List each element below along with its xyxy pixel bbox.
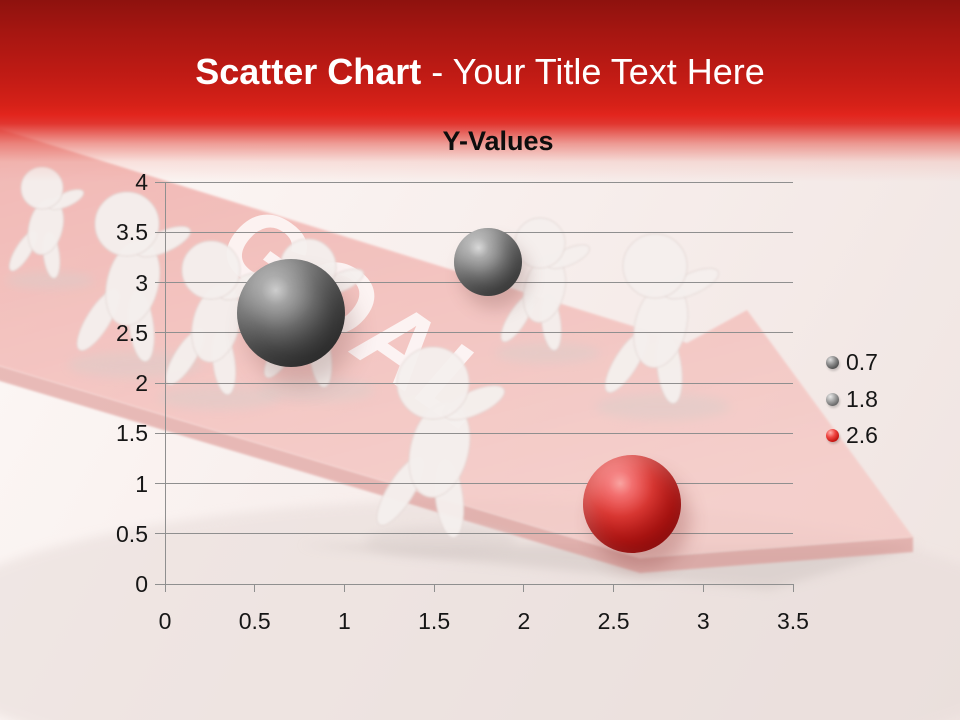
legend-marker-dot [826,429,839,442]
legend-marker-dot [826,392,839,406]
slide-title[interactable]: Scatter Chart - Your Title Text Here [0,50,960,94]
data-point-bubble-0-7[interactable] [236,258,345,367]
x-axis-tick [792,584,794,592]
y-axis-tick-label: 0.5 [116,520,148,547]
legend-item-0-7[interactable]: 0.7 [826,349,878,376]
gridline [155,432,793,434]
x-axis-tick-label: 1.5 [418,608,451,634]
gridline [155,583,793,585]
x-axis-tick [343,584,345,592]
y-axis-tick-label: 1.5 [116,420,148,447]
y-axis-tick-label: 2.5 [116,319,148,346]
x-axis-tick [254,584,256,592]
x-axis-tick-label: 3 [696,608,710,634]
x-axis-tick-label: 0.5 [238,608,271,634]
x-axis-tick-label: 0 [158,608,172,634]
y-axis-line [165,182,166,585]
y-axis-tick-label: 3.5 [116,219,148,246]
goal-arrow [0,129,913,558]
x-axis-tick [164,584,166,592]
y-axis-tick-label: 0 [135,571,148,597]
x-axis-tick [702,584,704,592]
data-point-bubble-1-8[interactable] [453,228,522,297]
slide-title-rest: - Your Title Text Here [421,51,765,92]
x-axis-tick-label: 1 [338,608,351,634]
legend-label: 1.8 [846,385,878,412]
gridline [155,181,793,183]
data-point-bubble-2-6[interactable] [582,454,681,553]
gridline [155,483,793,484]
legend-label: 2.6 [846,422,878,448]
x-axis-tick-label: 2 [517,608,531,634]
goal-arrow-side [0,366,913,573]
gridline [155,533,793,535]
gridline [155,382,793,384]
y-axis-tick-label: 4 [135,169,148,195]
slide-title-bold: Scatter Chart [195,51,422,92]
x-axis-tick-label: 2.5 [597,608,630,634]
chart-title: Y-Values [442,126,554,156]
x-axis-tick [433,584,435,592]
y-axis-tick-label: 1 [135,470,148,497]
pushing-figures [5,166,731,557]
x-axis-tick [613,584,615,592]
gridline [155,332,793,334]
header-band [0,0,960,182]
legend-marker-dot [826,356,839,369]
y-axis-tick-label: 2 [135,370,148,396]
legend-label: 0.7 [846,349,878,375]
x-axis-tick-label: 3.5 [777,608,809,634]
legend-item-1-8[interactable]: 1.8 [826,386,878,413]
legend-item-2-6[interactable]: 2.6 [826,422,878,449]
x-axis-tick [523,584,525,592]
y-axis-tick-label: 3 [135,269,148,296]
